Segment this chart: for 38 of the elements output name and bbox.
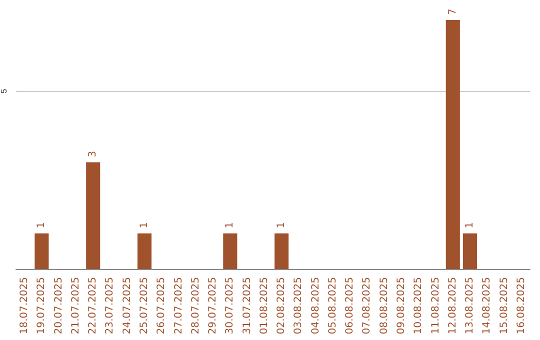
- x-tick-label: 14.08.2025: [482, 277, 493, 334]
- data-label: 1: [464, 222, 476, 228]
- x-tick-label: 04.08.2025: [310, 277, 322, 334]
- x-tick-label: 10.08.2025: [413, 277, 424, 334]
- x-tick-label: 20.07.2025: [53, 277, 64, 334]
- x-tick-label: 09.08.2025: [396, 277, 407, 334]
- x-tick-label: 18.07.2025: [19, 277, 30, 334]
- x-tick-label: 25.07.2025: [139, 277, 150, 334]
- data-label: 1: [139, 222, 150, 228]
- data-label: 1: [36, 222, 48, 228]
- x-tick-label: 29.07.2025: [208, 277, 219, 334]
- data-label: 3: [88, 150, 99, 158]
- x-tick-label: 02.08.2025: [276, 277, 288, 334]
- y-tick-label: 5: [0, 88, 8, 94]
- x-tick-label: 26.07.2025: [156, 277, 168, 334]
- x-tick-label: 23.07.2025: [104, 277, 116, 334]
- x-tick-label: 06.08.2025: [344, 277, 356, 334]
- x-tick-label: 03.08.2025: [293, 277, 304, 334]
- x-tick-label: 05.08.2025: [327, 277, 338, 334]
- x-tick-label: 07.08.2025: [362, 277, 373, 334]
- x-tick-label: 22.07.2025: [88, 277, 99, 334]
- x-tick-label: 30.07.2025: [224, 277, 236, 334]
- x-tick-label: 27.07.2025: [173, 277, 184, 334]
- x-tick-label: 15.08.2025: [498, 277, 510, 334]
- x-tick-label: 13.08.2025: [464, 277, 476, 334]
- data-label: 7: [447, 8, 458, 15]
- x-tick-label: 11.08.2025: [430, 277, 442, 334]
- x-tick-label: 01.08.2025: [258, 277, 270, 334]
- x-tick-label: 21.07.2025: [70, 277, 82, 334]
- data-label: 1: [276, 222, 288, 228]
- x-tick-label: 24.07.2025: [122, 277, 133, 334]
- data-label: 1: [224, 222, 236, 228]
- x-tick-label: 16.08.2025: [516, 277, 527, 334]
- x-tick-label: 31.07.2025: [242, 277, 253, 334]
- x-tick-label: 08.08.2025: [378, 277, 390, 334]
- x-tick-label: 28.07.2025: [190, 277, 202, 334]
- x-tick-label: 12.08.2025: [447, 277, 458, 334]
- x-tick-label: 19.07.2025: [36, 277, 48, 334]
